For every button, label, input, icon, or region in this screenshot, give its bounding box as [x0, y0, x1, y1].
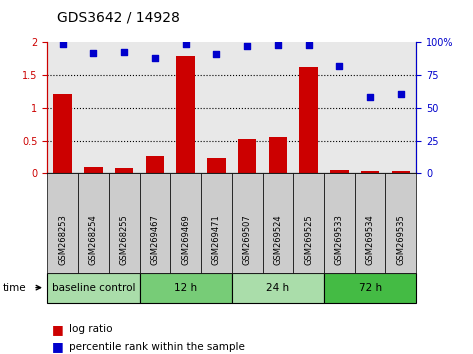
Text: GSM269533: GSM269533	[335, 214, 344, 265]
FancyBboxPatch shape	[324, 273, 416, 303]
Text: 24 h: 24 h	[266, 282, 289, 293]
Bar	[392, 171, 410, 173]
Bar	[207, 158, 226, 173]
Point	[59, 41, 66, 47]
Point	[151, 55, 159, 61]
Text: 72 h: 72 h	[359, 282, 382, 293]
Text: GSM269469: GSM269469	[181, 214, 190, 265]
Text: GSM269535: GSM269535	[396, 214, 405, 265]
Bar	[84, 167, 103, 173]
FancyBboxPatch shape	[140, 173, 170, 273]
Bar	[238, 139, 256, 173]
Text: ■: ■	[52, 341, 64, 353]
Point	[336, 63, 343, 69]
Point	[120, 49, 128, 55]
Point	[274, 42, 282, 48]
Text: 12 h: 12 h	[174, 282, 197, 293]
Text: baseline control: baseline control	[52, 282, 135, 293]
FancyBboxPatch shape	[78, 173, 109, 273]
Bar	[53, 93, 72, 173]
Text: GSM269467: GSM269467	[150, 214, 159, 265]
Point	[366, 95, 374, 100]
FancyBboxPatch shape	[232, 273, 324, 303]
Text: GSM268254: GSM268254	[89, 214, 98, 265]
Bar	[299, 67, 318, 173]
Bar	[330, 170, 349, 173]
Text: GSM269525: GSM269525	[304, 214, 313, 265]
Text: time: time	[2, 282, 26, 293]
Text: GSM268253: GSM268253	[58, 214, 67, 265]
FancyBboxPatch shape	[324, 173, 355, 273]
Text: percentile rank within the sample: percentile rank within the sample	[69, 342, 245, 352]
Text: GDS3642 / 14928: GDS3642 / 14928	[57, 11, 180, 25]
FancyBboxPatch shape	[201, 173, 232, 273]
Point	[243, 44, 251, 49]
Text: GSM269534: GSM269534	[366, 214, 375, 265]
FancyBboxPatch shape	[355, 173, 385, 273]
Text: GSM269524: GSM269524	[273, 214, 282, 265]
Text: GSM269507: GSM269507	[243, 214, 252, 265]
Text: GSM268255: GSM268255	[120, 214, 129, 265]
Bar	[269, 137, 287, 173]
FancyBboxPatch shape	[263, 173, 293, 273]
Bar	[146, 156, 164, 173]
FancyBboxPatch shape	[47, 273, 140, 303]
Bar	[115, 167, 133, 173]
Text: ■: ■	[52, 323, 64, 336]
Bar	[176, 56, 195, 173]
FancyBboxPatch shape	[140, 273, 232, 303]
FancyBboxPatch shape	[109, 173, 140, 273]
Bar	[361, 171, 379, 173]
Point	[182, 41, 189, 47]
Text: log ratio: log ratio	[69, 324, 112, 334]
Point	[305, 42, 312, 48]
FancyBboxPatch shape	[170, 173, 201, 273]
FancyBboxPatch shape	[232, 173, 263, 273]
Point	[90, 50, 97, 56]
FancyBboxPatch shape	[385, 173, 416, 273]
Point	[397, 91, 405, 96]
FancyBboxPatch shape	[47, 173, 78, 273]
Text: GSM269471: GSM269471	[212, 214, 221, 265]
FancyBboxPatch shape	[293, 173, 324, 273]
Point	[213, 51, 220, 57]
